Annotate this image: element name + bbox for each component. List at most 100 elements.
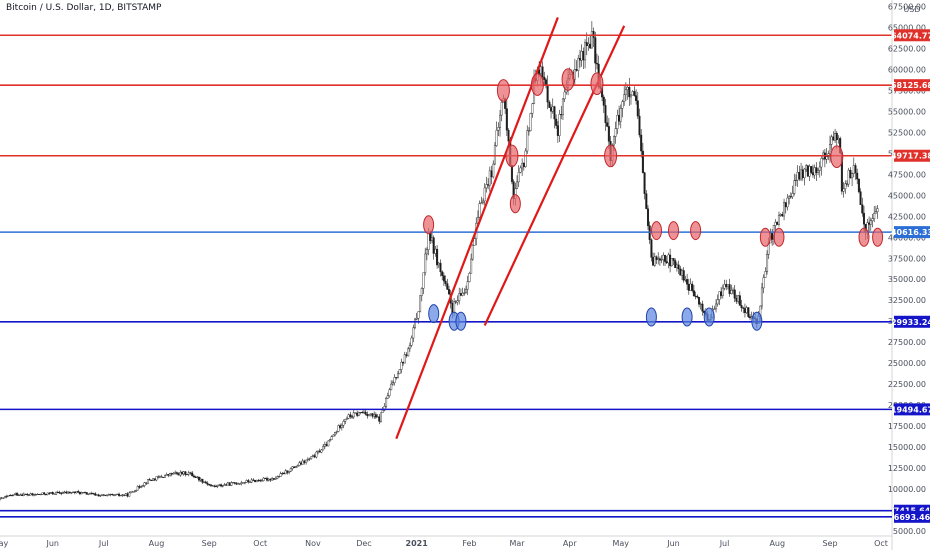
candle-body <box>386 395 389 399</box>
candle-body <box>320 449 323 453</box>
candle-body <box>162 476 165 478</box>
candle-body <box>587 43 590 46</box>
candle-body <box>675 264 678 268</box>
candle-body <box>606 122 609 127</box>
candle-body <box>687 284 690 291</box>
candle-body <box>94 493 97 496</box>
candle-body <box>626 87 629 90</box>
candle-body <box>4 496 7 498</box>
price-tick-label: 52500.00 <box>888 128 926 137</box>
candle-body <box>403 354 406 364</box>
candle-body <box>825 156 828 160</box>
price-tick-label: 47500.00 <box>888 170 926 179</box>
candle-body <box>351 416 354 418</box>
candle-body <box>492 163 495 178</box>
candle-body <box>289 468 292 472</box>
candle-body <box>781 214 784 217</box>
candle-body <box>50 492 53 494</box>
candle-body <box>152 478 155 481</box>
candle-body <box>546 84 549 103</box>
candle-body <box>862 212 865 225</box>
candle-body <box>226 482 229 486</box>
candle-body <box>681 270 684 276</box>
candle-body <box>876 208 879 212</box>
candle-body <box>577 57 580 71</box>
candle-body <box>733 289 736 299</box>
candle-body <box>328 439 331 442</box>
candle-body <box>771 233 774 240</box>
candle-body <box>374 414 377 418</box>
price-tick-label: 15000.00 <box>888 443 926 452</box>
time-tick-label: Mar <box>509 539 525 548</box>
candle-body <box>779 214 782 216</box>
candle-body <box>109 494 112 496</box>
candle-body <box>844 183 847 190</box>
level-badge-bg <box>894 510 930 523</box>
candle-body <box>379 412 382 422</box>
price-tick-label: 22500.00 <box>888 380 926 389</box>
candle-body <box>742 307 745 309</box>
candle-body <box>228 482 231 486</box>
candle-body <box>776 221 779 225</box>
candle-body <box>806 165 809 177</box>
candle-body <box>677 264 680 270</box>
annotation-circle-red <box>773 227 785 247</box>
candle-body <box>335 431 338 433</box>
candle-body <box>800 169 803 180</box>
candle-body <box>395 377 398 379</box>
candle-body <box>830 136 833 145</box>
candle-body <box>815 167 818 173</box>
candle-body <box>33 494 36 496</box>
candle-body <box>179 472 182 476</box>
candle-body <box>221 485 224 487</box>
candle-body <box>856 172 859 180</box>
candle-body <box>150 480 153 482</box>
candle-body <box>75 491 78 494</box>
candle-body <box>118 493 121 496</box>
candle-body <box>749 316 752 319</box>
candle-body <box>466 281 469 290</box>
annotation-circle-red <box>858 227 870 247</box>
candle-body <box>46 492 49 495</box>
candle-body <box>315 451 318 458</box>
candle-body <box>784 202 787 208</box>
candle-body <box>209 484 212 486</box>
candle-body <box>420 288 423 296</box>
time-tick-label: Jul <box>719 539 730 548</box>
candle-body <box>252 479 255 481</box>
candle-body <box>696 296 699 298</box>
candle-body <box>85 492 88 495</box>
time-tick-label: Jul <box>98 539 109 548</box>
candle-body <box>354 412 357 414</box>
candle-body <box>393 377 396 383</box>
candle-body <box>684 279 687 281</box>
candle-body <box>53 493 56 495</box>
candle-body <box>24 493 27 495</box>
candle-body <box>311 455 314 457</box>
candle-body <box>245 480 248 483</box>
candle-body <box>628 87 631 98</box>
candle-body <box>543 76 546 80</box>
candle-body <box>235 483 238 485</box>
candle-body <box>774 221 777 226</box>
candle-body <box>269 478 272 481</box>
time-tick-label: Jun <box>666 539 680 548</box>
candle-body <box>524 150 527 167</box>
candle-body <box>674 260 677 268</box>
candle-body <box>728 284 731 294</box>
candle-body <box>133 491 136 493</box>
candle-body <box>99 495 102 497</box>
candle-body <box>170 473 173 475</box>
candle-body <box>762 277 765 289</box>
candle-body <box>458 293 461 301</box>
price-tick-label: 27500.00 <box>888 338 926 347</box>
candle-body <box>495 130 498 146</box>
candle-body <box>832 136 835 141</box>
candle-body <box>828 144 831 154</box>
candle-body <box>214 485 217 487</box>
level-badge-bg <box>894 315 930 328</box>
candle-body <box>859 191 862 205</box>
candle-body <box>305 459 308 463</box>
candle-body <box>665 261 668 264</box>
